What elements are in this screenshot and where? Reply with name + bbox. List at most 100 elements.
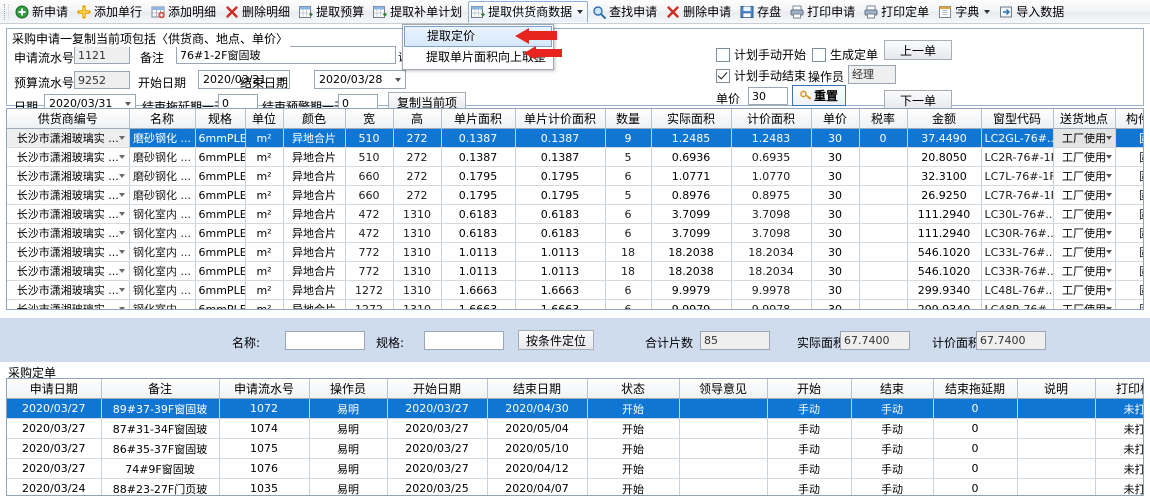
table-cell-delivery[interactable]: 工厂使用 (1053, 185, 1116, 205)
grid-column-header[interactable]: 宽 (345, 109, 394, 129)
chevron-down-icon[interactable] (577, 9, 584, 14)
table-row[interactable]: 长沙市潇湘玻璃实 ...磨砂钢化 ...6mmPLE...m²异地合片66027… (7, 185, 1143, 205)
table-cell-delivery[interactable]: 工厂使用 (1053, 204, 1116, 224)
purchase-detail-grid[interactable]: 供货商编号 名称 规格 单位 颜色宽高单片面积 单片计价面积 数量 实际面积 计价面积 单价 税率金… (6, 108, 1144, 310)
table-row[interactable]: 长沙市潇湘玻璃实 ...钢化室内 ...6mmPLE...m²异地合片77213… (7, 261, 1143, 281)
reset-button[interactable]: 重置 (792, 85, 846, 106)
orders-column-header[interactable]: 申请日期 (7, 379, 102, 399)
serial-number-input[interactable]: 1121 (74, 46, 130, 64)
toolbar-button-13[interactable]: 导入数据 (996, 1, 1069, 23)
table-cell-delivery[interactable]: 工厂使用 (1053, 223, 1116, 243)
orders-table-row[interactable]: 2020/03/27 87#31-34F窗固玻 1074 易明 2020/03/27 20… (7, 418, 1143, 439)
table-cell-supplier[interactable]: 长沙市潇湘玻璃实 ... (7, 242, 130, 262)
table-row[interactable]: 长沙市潇湘玻璃实 ...钢化室内 ...6mmPLE...m²异地合片77213… (7, 242, 1143, 262)
table-cell-delivery[interactable]: 工厂使用 (1053, 242, 1116, 262)
toolbar-button-11[interactable]: 打印定单 (861, 1, 934, 23)
orders-table-row[interactable]: 2020/03/24 88#23-27F门页玻 1035 易明 2020/03/25 20… (7, 478, 1143, 495)
grid-column-header[interactable]: 单片面积 (441, 109, 516, 129)
orders-column-header[interactable]: 开始 (767, 379, 852, 399)
table-row[interactable]: 长沙市潇湘玻璃实 ...钢化室内 ...6mmPLE...m²异地合片12721… (7, 280, 1143, 300)
start-date-picker[interactable]: 2020/03/21 (198, 70, 290, 89)
chevron-down-icon[interactable] (984, 9, 991, 14)
grid-column-header[interactable]: 单位 (245, 109, 284, 129)
purchase-orders-grid[interactable]: 申请日期 备注 申请流水号 操作员 开始日期 结束日期 状态 领导意见 开始 结束 结束拖延期 说明打… (6, 378, 1144, 496)
orders-table-row[interactable]: 2020/03/27 74#9F窗固玻 1076 易明 2020/03/27 2020/0… (7, 458, 1143, 479)
table-cell-delivery[interactable]: 工厂使用 (1053, 299, 1116, 309)
table-cell-supplier[interactable]: 长沙市潇湘玻璃实 ... (7, 299, 130, 309)
orders-column-header[interactable]: 备注 (101, 379, 220, 399)
toolbar-button-8[interactable]: 删除申请 (663, 1, 736, 23)
locate-by-condition-button[interactable]: 按条件定位 (518, 330, 594, 350)
table-cell-supplier[interactable]: 长沙市潇湘玻璃实 ... (7, 223, 130, 243)
toolbar-button-9[interactable]: 存盘 (737, 1, 786, 23)
grid-column-header[interactable]: 单片计价面积 (515, 109, 606, 129)
toolbar-button-7[interactable]: 查找申请 (589, 1, 662, 23)
table-cell-delivery[interactable]: 工厂使用 (1053, 280, 1116, 300)
grid-column-header[interactable]: 送货地点 (1053, 109, 1116, 129)
grid-column-header[interactable]: 构件名称 (1115, 109, 1143, 129)
toolbar-button-3[interactable]: 删除明细 (222, 1, 295, 23)
table-row[interactable]: 长沙市潇湘玻璃实 ...钢化室内 ...6mmPLE...m²异地合片47213… (7, 204, 1143, 224)
menu-item-extract-pricing[interactable]: 提取定价 (404, 26, 552, 47)
toolbar-button-0[interactable]: 新申请 (12, 1, 73, 23)
grid-column-header[interactable]: 实际面积 (651, 109, 732, 129)
toolbar-drag-grip[interactable] (4, 3, 9, 20)
remark-input[interactable]: 76#1-2F窗固玻 (176, 46, 396, 64)
table-cell-delivery[interactable]: 工厂使用 (1053, 261, 1116, 281)
table-cell-delivery[interactable]: 工厂使用 (1053, 147, 1116, 167)
grid-column-header[interactable]: 税率 (859, 109, 908, 129)
table-cell-supplier[interactable]: 长沙市潇湘玻璃实 ... (7, 280, 130, 300)
orders-column-header[interactable]: 打印标志 (1095, 379, 1143, 399)
grid-column-header[interactable]: 供货商编号 (7, 109, 130, 129)
table-cell-supplier[interactable]: 长沙市潇湘玻璃实 ... (7, 261, 130, 281)
operator-input[interactable]: 经理 (848, 65, 896, 84)
toolbar-button-10[interactable]: 打印申请 (787, 1, 860, 23)
orders-column-header[interactable]: 结束 (851, 379, 934, 399)
end-warning-days-input[interactable]: 0 (338, 94, 378, 112)
table-cell-supplier[interactable]: 长沙市潇湘玻璃实 ... (7, 166, 130, 186)
toolbar-button-4[interactable]: 提取预算 (296, 1, 369, 23)
toolbar-button-5[interactable]: 提取补单计划 (370, 1, 467, 23)
unit-price-input[interactable]: 30 (748, 87, 788, 105)
toolbar-button-2[interactable]: 添加明细 (148, 1, 221, 23)
orders-column-header[interactable]: 领导意见 (679, 379, 768, 399)
grid-column-header[interactable]: 数量 (605, 109, 652, 129)
filter-spec-input[interactable] (424, 331, 504, 350)
grid-column-header[interactable]: 窗型代码 (981, 109, 1054, 129)
table-cell-delivery[interactable]: 工厂使用 (1053, 166, 1116, 186)
grid-column-header[interactable]: 名称 (129, 109, 196, 129)
orders-column-header[interactable]: 说明 (1017, 379, 1096, 399)
filter-name-input[interactable] (285, 331, 365, 350)
checkbox-generate-order[interactable]: 生成定单 (812, 46, 878, 63)
orders-column-header[interactable]: 结束拖延期 (933, 379, 1018, 399)
budget-serial-input[interactable]: 9252 (74, 71, 130, 89)
next-order-button[interactable]: 下一单 (884, 90, 952, 110)
toolbar-button-1[interactable]: 添加单行 (74, 1, 147, 23)
checkbox-manual-plan-end[interactable]: 计划手动结束 (716, 67, 806, 84)
toolbar-button-6[interactable]: 提取供货商数据 (468, 0, 589, 23)
grid-column-header[interactable]: 计价面积 (731, 109, 812, 129)
orders-column-header[interactable]: 结束日期 (487, 379, 588, 399)
table-cell-supplier[interactable]: 长沙市潇湘玻璃实 ... (7, 128, 130, 148)
menu-item-extract-piece-area-roundup[interactable]: 提取单片面积向上取整 (404, 47, 552, 68)
table-cell-delivery[interactable]: 工厂使用 (1053, 128, 1116, 148)
table-cell-supplier[interactable]: 长沙市潇湘玻璃实 ... (7, 204, 130, 224)
orders-column-header[interactable]: 开始日期 (387, 379, 488, 399)
table-cell-supplier[interactable]: 长沙市潇湘玻璃实 ... (7, 147, 130, 167)
grid-column-header[interactable]: 金额 (907, 109, 982, 129)
end-date-picker[interactable]: 2020/03/28 (314, 70, 406, 89)
table-row[interactable]: 长沙市潇湘玻璃实 ...钢化室内 ...6mmPLE...m²异地合片12721… (7, 299, 1143, 309)
table-row[interactable]: 长沙市潇湘玻璃实 ...磨砂钢化 ...6mmPLE...m²异地合片51027… (7, 128, 1143, 148)
table-cell-supplier[interactable]: 长沙市潇湘玻璃实 ... (7, 185, 130, 205)
orders-table-row[interactable]: 2020/03/27 89#37-39F窗固玻 1072 易明 2020/03/27 20… (7, 398, 1143, 419)
grid-column-header[interactable]: 规格 (195, 109, 246, 129)
orders-column-header[interactable]: 状态 (587, 379, 680, 399)
checkbox-manual-plan-start[interactable]: 计划手动开始 (716, 46, 806, 63)
table-row[interactable]: 长沙市潇湘玻璃实 ...磨砂钢化 ...6mmPLE...m²异地合片66027… (7, 166, 1143, 186)
table-row[interactable]: 长沙市潇湘玻璃实 ...磨砂钢化 ...6mmPLE...m²异地合片51027… (7, 147, 1143, 167)
table-row[interactable]: 长沙市潇湘玻璃实 ...钢化室内 ...6mmPLE...m²异地合片47213… (7, 223, 1143, 243)
orders-column-header[interactable]: 操作员 (309, 379, 388, 399)
grid-column-header[interactable]: 单价 (811, 109, 860, 129)
grid-column-header[interactable]: 颜色 (283, 109, 346, 129)
orders-table-row[interactable]: 2020/03/27 86#35-37F窗固玻 1075 易明 2020/03/27 20… (7, 438, 1143, 459)
